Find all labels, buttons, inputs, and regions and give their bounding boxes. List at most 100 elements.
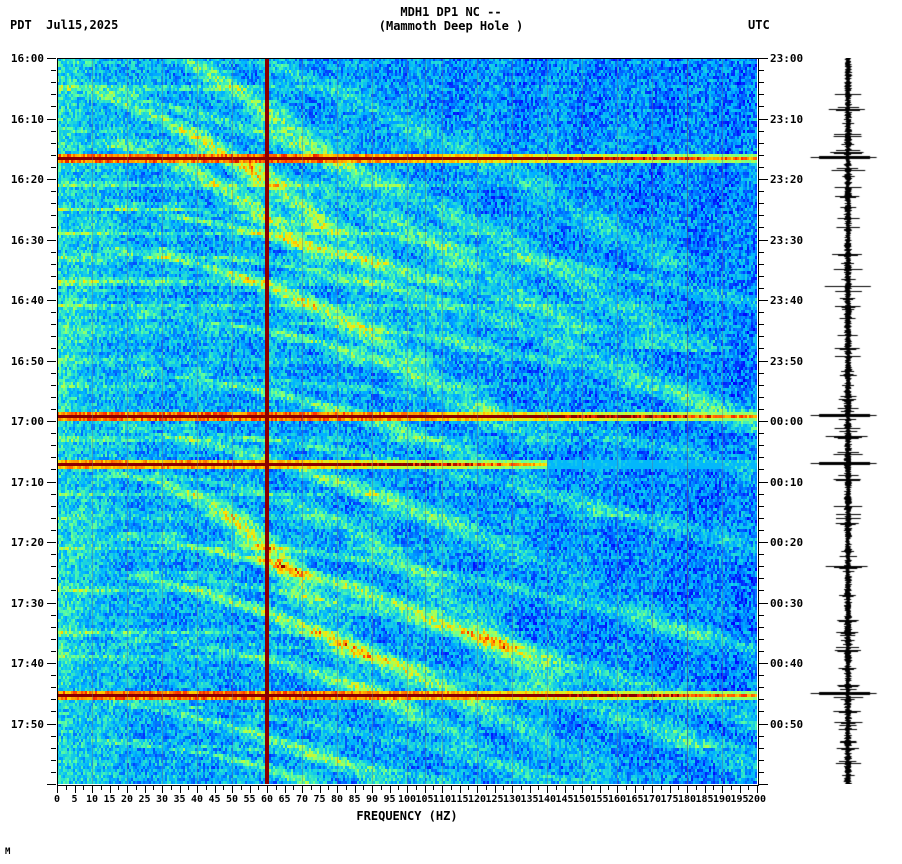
y-tick-minor-left <box>51 70 56 72</box>
y-tick-minor-right <box>759 263 764 265</box>
y-tick-minor-right <box>759 372 764 374</box>
y-tick-minor-left <box>51 517 56 519</box>
y-tick-minor-left <box>51 336 56 338</box>
x-tick-minor <box>328 785 330 790</box>
x-tick-major <box>722 785 723 793</box>
x-tick-minor <box>643 785 645 790</box>
y-tick-minor-left <box>51 396 56 398</box>
y-tick-major-left <box>47 421 56 422</box>
x-tick-label: 155 <box>590 794 609 805</box>
y-tick-major-right <box>759 663 768 664</box>
x-tick-label: 170 <box>642 794 662 805</box>
y-tick-minor-left <box>51 675 56 677</box>
y-tick-minor-right <box>759 457 764 459</box>
y-tick-major-left <box>47 360 56 362</box>
y-tick-minor-right <box>759 287 764 289</box>
y-tick-minor-right <box>759 759 764 761</box>
y-tick-minor-right <box>759 336 764 338</box>
y-tick-major-right <box>759 723 768 725</box>
x-tick-major <box>564 785 566 793</box>
x-tick-major <box>757 785 758 793</box>
x-tick-minor <box>415 785 417 790</box>
y-tick-major-left <box>47 239 56 241</box>
x-tick-major <box>582 785 583 793</box>
y-tick-minor-left <box>51 384 56 386</box>
y-tick-minor-left <box>51 759 56 761</box>
spectrogram-plot-area[interactable] <box>57 58 757 784</box>
x-tick-label: 135 <box>520 794 539 805</box>
y-tick-minor-right <box>759 687 764 689</box>
x-tick-label: 195 <box>730 794 749 805</box>
y-tick-minor-right <box>759 529 764 531</box>
y-tick-major-left <box>47 542 56 543</box>
y-tick-minor-right <box>759 130 764 132</box>
x-tick-major <box>704 785 706 793</box>
y-axis-left-label: 16:20 <box>10 173 44 186</box>
y-tick-minor-left <box>51 203 56 205</box>
y-tick-minor-left <box>51 82 56 84</box>
y-tick-major-right <box>759 421 768 422</box>
y-axis-left-label: 17:20 <box>10 536 44 549</box>
y-tick-minor-right <box>759 747 764 749</box>
header-utc-label: UTC <box>748 18 770 32</box>
y-tick-minor-left <box>51 493 56 495</box>
y-tick-minor-right <box>759 106 764 108</box>
y-tick-major-left <box>47 58 56 59</box>
x-tick-label: 45 <box>208 794 221 805</box>
y-axis-left-label: 16:00 <box>10 52 44 65</box>
y-tick-minor-left <box>51 699 56 701</box>
y-tick-minor-right <box>759 142 764 144</box>
x-tick-label: 55 <box>243 794 256 805</box>
x-tick-minor <box>170 785 172 790</box>
x-tick-major <box>442 785 443 793</box>
y-tick-minor-right <box>759 626 764 628</box>
y-tick-minor-left <box>51 590 56 592</box>
y-tick-major-left <box>47 179 56 180</box>
x-tick-label: 35 <box>173 794 186 805</box>
x-tick-label: 105 <box>415 794 434 805</box>
y-axis-left-label: 16:50 <box>10 354 44 368</box>
x-tick-label: 110 <box>432 794 452 805</box>
x-tick-major <box>162 785 163 793</box>
x-tick-label: 100 <box>397 794 417 805</box>
y-tick-minor-right <box>759 433 764 435</box>
x-tick-label: 200 <box>747 794 767 805</box>
x-tick-minor <box>748 785 750 790</box>
x-tick-minor <box>100 785 102 790</box>
y-tick-major-right <box>759 481 768 483</box>
y-tick-minor-left <box>51 433 56 435</box>
y-tick-minor-right <box>759 445 764 447</box>
y-tick-minor-left <box>51 227 56 229</box>
x-tick-label: 125 <box>485 794 504 805</box>
y-tick-minor-left <box>51 566 56 568</box>
x-tick-minor <box>485 785 487 790</box>
y-tick-minor-right <box>759 203 764 205</box>
x-tick-major <box>739 785 741 793</box>
x-tick-label: 20 <box>120 794 134 805</box>
x-tick-minor <box>433 785 435 790</box>
y-tick-minor-left <box>51 505 56 507</box>
y-tick-minor-right <box>759 469 764 471</box>
y-tick-minor-right <box>759 408 764 410</box>
x-tick-major <box>547 785 548 793</box>
x-tick-major <box>494 785 496 793</box>
y-tick-minor-right <box>759 650 764 652</box>
x-tick-label: 15 <box>103 794 116 805</box>
x-tick-major <box>267 785 268 793</box>
x-tick-minor <box>118 785 120 790</box>
y-tick-minor-right <box>759 227 764 229</box>
y-axis-left-label: 17:50 <box>10 717 44 731</box>
header-station-code: MDH1 DP1 NC -- <box>400 5 502 19</box>
y-tick-minor-left <box>51 650 56 652</box>
y-tick-minor-left <box>51 166 56 168</box>
y-tick-major-left <box>47 602 56 604</box>
x-tick-label: 0 <box>53 794 61 805</box>
x-tick-label: 30 <box>155 794 169 805</box>
x-tick-label: 70 <box>295 794 309 805</box>
x-tick-label: 115 <box>450 794 469 805</box>
y-tick-minor-left <box>51 614 56 616</box>
y-axis-left-label: 17:30 <box>10 596 44 610</box>
x-tick-major <box>424 785 426 793</box>
x-tick-minor <box>625 785 627 790</box>
x-tick-label: 65 <box>278 794 291 805</box>
